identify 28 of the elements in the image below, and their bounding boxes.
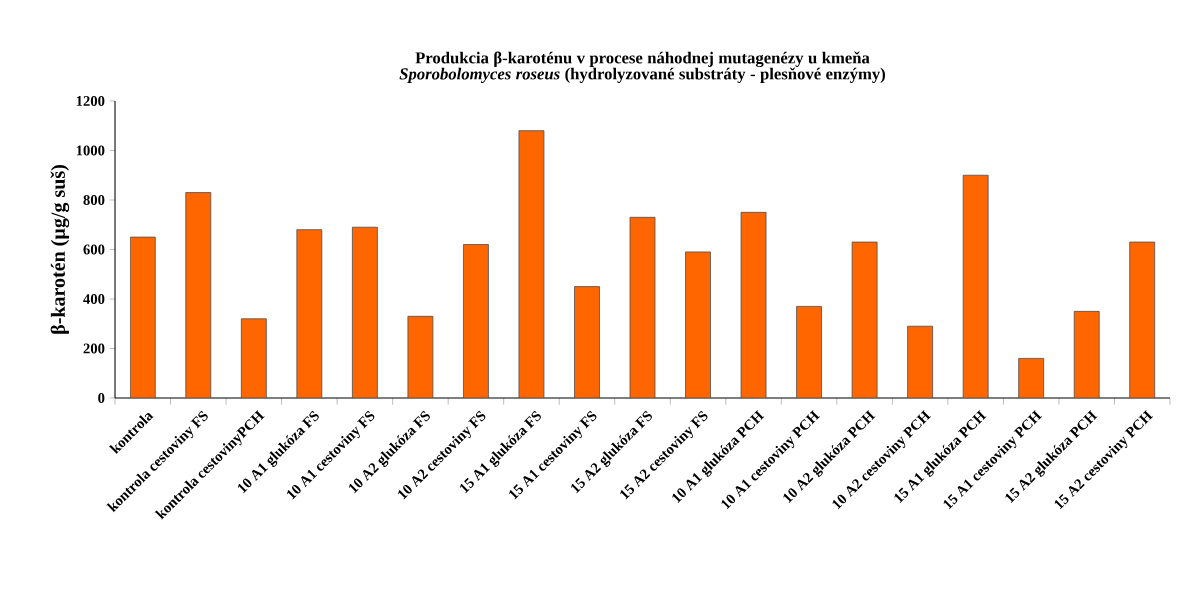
- y-tick-label: 600: [83, 244, 105, 255]
- chart-title: Produkcia β-karoténu v procese náhodnej mutagenézy u kmeňa Sporobolomyces roseus (hydrolyzované substráty - plesňové enzýmy): [399, 51, 886, 83]
- bar: [296, 229, 323, 398]
- y-tick-label: 800: [83, 195, 105, 205]
- bar: [240, 318, 267, 398]
- bar: [185, 192, 212, 398]
- bar: [518, 130, 545, 398]
- bar: [796, 306, 822, 398]
- bar: [407, 315, 434, 398]
- y-tick-label: 0: [98, 393, 105, 403]
- bar: [1073, 310, 1100, 398]
- bar: [740, 211, 767, 398]
- bar: [629, 216, 656, 398]
- bar: [907, 325, 934, 398]
- y-axis-title: β-karotén (µg/g suš): [50, 165, 70, 334]
- y-tick-label: 1200: [76, 96, 105, 106]
- y-tick-label: 200: [83, 343, 105, 354]
- bar: [851, 241, 878, 398]
- bar: [1129, 241, 1156, 398]
- bar: [685, 251, 711, 398]
- bar: [574, 286, 600, 398]
- bar: [962, 174, 989, 398]
- bar: [1018, 357, 1045, 398]
- y-tick-label: 400: [83, 294, 105, 304]
- bar: [351, 226, 378, 398]
- bar: [129, 236, 156, 398]
- y-tick-label: 1000: [76, 145, 105, 156]
- bar: [463, 244, 489, 398]
